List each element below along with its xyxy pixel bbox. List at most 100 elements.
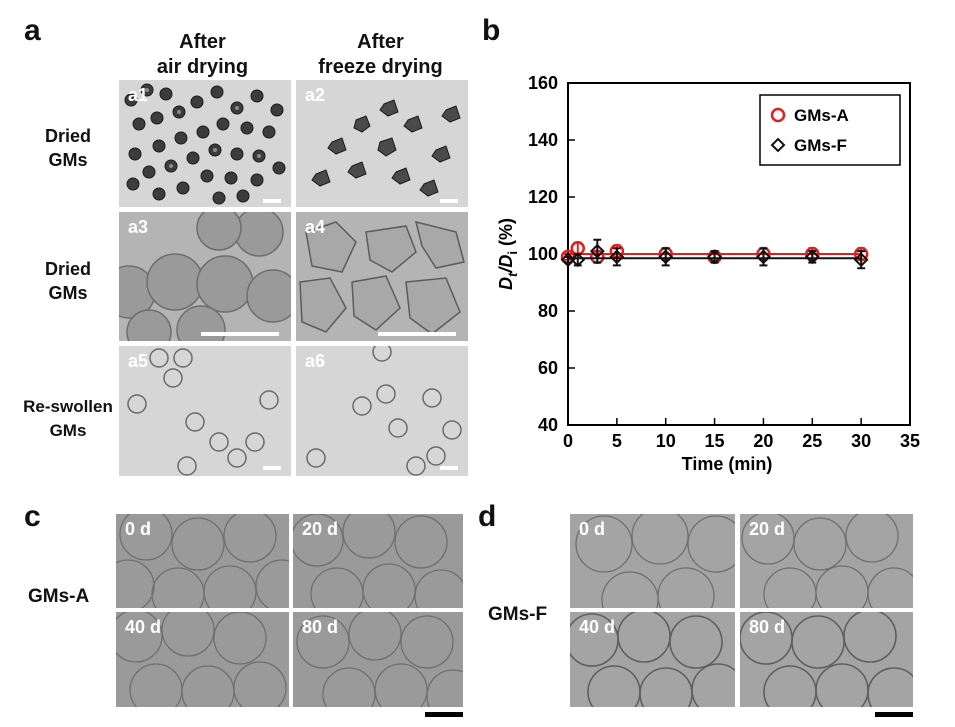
aging-art (293, 514, 463, 608)
aging-micrograph-d-0d: 0 d (570, 514, 735, 608)
y-tick-label: 100 (528, 244, 558, 264)
panel-c-label: GMs-A (28, 586, 90, 607)
tile-label-d-20d: 20 d (749, 519, 786, 539)
y-tick-label: 60 (538, 358, 558, 378)
x-tick-label: 15 (705, 431, 725, 451)
data-point (658, 249, 674, 265)
legend-box (759, 94, 901, 166)
x-tick-label: 5 (612, 431, 622, 451)
micrograph-a6-art (306, 346, 462, 476)
tile-label-a1: a1 (128, 85, 149, 105)
micrograph-a5: a5 (119, 346, 291, 476)
row-label-line: Re-swollen (23, 397, 113, 416)
data-point (570, 252, 586, 268)
data-point (804, 249, 820, 265)
aging-art (296, 612, 463, 707)
scale-bar (263, 199, 281, 203)
y-tick-label: 160 (528, 73, 558, 93)
tile-label-a3: a3 (128, 217, 149, 237)
micrograph-a3-art (119, 212, 291, 341)
data-point (853, 252, 869, 268)
micrograph-a1: a1 (119, 80, 291, 207)
aging-micrograph-c-20d: 20 d (293, 514, 463, 608)
row-label-dried-2: Dried GMs (20, 257, 116, 305)
aging-art (741, 514, 913, 608)
data-point (589, 243, 605, 259)
aging-art (116, 514, 289, 608)
micrograph-a3: a3 (119, 212, 291, 341)
x-tick-label: 10 (656, 431, 676, 451)
column-header-line: freeze drying (318, 56, 443, 78)
panel-letter-d: d (478, 500, 497, 533)
legend-marker (770, 107, 786, 123)
y-tick-label: 80 (538, 301, 558, 321)
tile-label-c-80d: 80 d (302, 617, 339, 637)
row-label-line: GMs (48, 150, 88, 170)
legend-marker (770, 137, 786, 153)
micrograph-a6: a6 (296, 346, 468, 476)
legend-label: GMs-F (794, 136, 847, 155)
panel-d-label: GMs-F (488, 604, 548, 625)
row-label-reswollen: Re-swollen GMs (18, 395, 118, 443)
y-tick-label: 140 (528, 130, 558, 150)
tile-label-c-0d: 0 d (125, 519, 152, 539)
data-point (756, 249, 771, 265)
micrograph-a1-art (124, 83, 286, 205)
tile-label-a2: a2 (305, 85, 326, 105)
tile-label-a5: a5 (128, 351, 149, 371)
scale-bar (425, 712, 463, 717)
aging-art (740, 612, 913, 707)
row-label-line: GMs (48, 283, 88, 303)
legend-label: GMs-A (794, 106, 849, 125)
scale-bar (440, 199, 458, 203)
micrograph-a5-art (127, 348, 279, 476)
micrograph-a4-art (299, 220, 465, 335)
x-tick-label: 0 (563, 431, 573, 451)
scale-bar (263, 466, 281, 470)
micrograph-a2-art (311, 99, 461, 197)
y-axis-label-part: D (496, 277, 516, 290)
x-tick-label: 35 (900, 431, 920, 451)
x-tick-label: 20 (753, 431, 773, 451)
y-axis-label: Dt/Di (%) (496, 218, 520, 290)
row-label-line: Dried (44, 259, 91, 279)
column-header-line: After (357, 31, 404, 53)
x-tick-label: 25 (802, 431, 822, 451)
column-header-line: After (179, 31, 226, 53)
aging-micrograph-c-40d: 40 d (116, 612, 289, 707)
aging-art (575, 514, 735, 608)
row-label-line: GMs (49, 421, 87, 440)
column-header-air-drying: After air drying (115, 30, 290, 80)
panel-letter-a: a (24, 14, 41, 47)
tile-label-c-20d: 20 d (302, 519, 339, 539)
scale-bar (378, 332, 456, 336)
scale-bar (201, 332, 279, 336)
micrograph-a2: a2 (296, 80, 468, 207)
tile-label-a4: a4 (305, 217, 326, 237)
scale-bar (875, 712, 913, 717)
tile-label-d-40d: 40 d (579, 617, 616, 637)
panel-letter-b: b (482, 14, 501, 47)
row-label-dried-1: Dried GMs (20, 124, 116, 172)
x-tick-label: 30 (851, 431, 871, 451)
aging-micrograph-c-0d: 0 d (116, 514, 289, 608)
aging-art (570, 612, 735, 707)
aging-micrograph-d-80d: 80 d (740, 612, 913, 707)
y-axis-label-part: /D (496, 255, 516, 274)
data-point (609, 249, 625, 265)
scale-bar (440, 466, 458, 470)
y-axis-label-part: i (505, 251, 520, 255)
y-axis-label-part: t (505, 272, 520, 277)
tile-label-c-40d: 40 d (125, 617, 162, 637)
y-tick-label: 40 (538, 415, 558, 435)
data-point (560, 252, 576, 268)
chart-panel-b: 0 5 10 15 20 25 30 35 40 60 80 100 120 140 160 Time (mi… (496, 73, 920, 474)
tile-label-d-80d: 80 d (749, 617, 786, 637)
y-tick-label: 120 (528, 187, 558, 207)
column-header-line: air drying (156, 56, 249, 78)
column-header-freeze-drying: After freeze drying (293, 30, 468, 80)
row-label-line: Dried (44, 126, 91, 146)
tile-label-d-0d: 0 d (579, 519, 606, 539)
tile-label-a6: a6 (305, 351, 326, 371)
aging-micrograph-c-80d: 80 d (293, 612, 463, 707)
